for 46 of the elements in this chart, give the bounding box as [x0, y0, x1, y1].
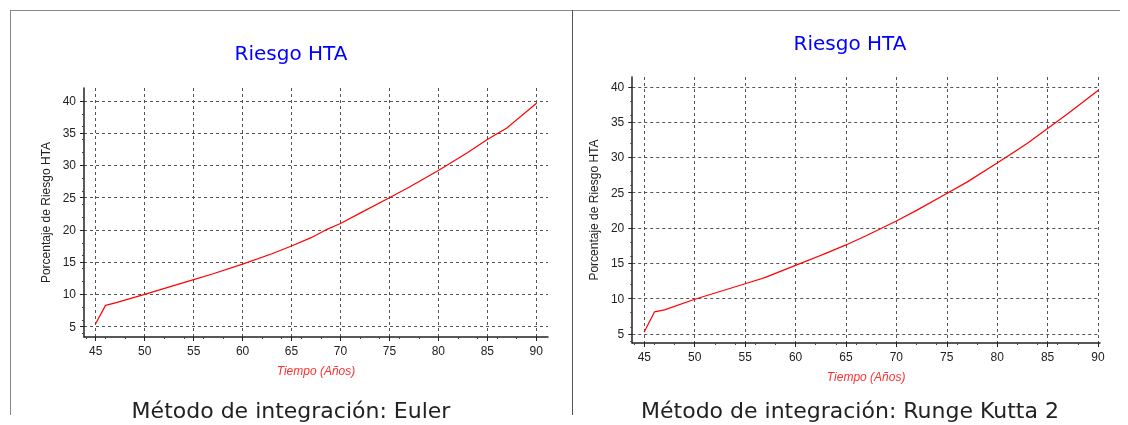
- y-axis-title: Porcentaje de Riesgo HTA: [587, 139, 601, 281]
- x-tick-label: 85: [480, 344, 495, 358]
- x-tick-label: 55: [738, 350, 753, 364]
- x-tick-label: 90: [529, 344, 544, 358]
- chart-title: Riesgo HTA: [793, 31, 907, 55]
- y-tick-label: 15: [62, 255, 77, 270]
- x-tick-label: 90: [1091, 350, 1105, 364]
- line-series: [643, 89, 1099, 333]
- y-tick-label: 40: [62, 93, 77, 108]
- y-tick-label: 35: [610, 115, 625, 130]
- y-tick-label: 5: [69, 319, 77, 334]
- x-tick-label: 85: [1040, 350, 1055, 364]
- x-tick-label: 55: [186, 344, 201, 358]
- y-tick-label: 35: [62, 126, 77, 141]
- x-tick-label: 70: [333, 344, 348, 358]
- chart-title: Riesgo HTA: [234, 41, 348, 65]
- y-tick-label: 25: [62, 190, 77, 205]
- x-tick-label: 45: [89, 344, 103, 358]
- y-tick-label: 40: [610, 79, 625, 94]
- x-tick-label: 70: [889, 350, 904, 364]
- text: Método de integración: Runge Kutta 2: [641, 397, 1059, 423]
- x-tick-label: 80: [990, 350, 1005, 364]
- y-tick-label: 30: [62, 158, 77, 173]
- x-tick-label: 60: [788, 350, 803, 364]
- x-tick-label: 65: [839, 350, 853, 364]
- y-tick-label: 20: [610, 220, 625, 235]
- x-axis-title: Tiempo (Años): [276, 364, 356, 378]
- x-tick-label: 80: [431, 344, 446, 358]
- x-tick-label: 75: [382, 344, 397, 358]
- x-tick-label: 50: [138, 344, 152, 358]
- x-tick-label: 75: [940, 350, 954, 364]
- y-tick-label: 5: [617, 326, 625, 341]
- text: Método de integración: Euler: [131, 397, 452, 423]
- y-tick-label: 10: [62, 287, 77, 302]
- y-tick-label: 30: [610, 150, 625, 165]
- y-axis-title: Porcentaje de Riesgo HTA: [38, 141, 53, 284]
- y-tick-label: 10: [610, 291, 625, 306]
- x-tick-label: 60: [235, 344, 250, 358]
- x-tick-label: 45: [637, 350, 652, 364]
- x-axis-title: Tiempo (Años): [826, 370, 906, 384]
- y-tick-label: 15: [610, 256, 625, 271]
- line-series: [95, 102, 537, 325]
- y-tick-label: 25: [610, 185, 625, 200]
- y-tick-label: 20: [62, 222, 77, 237]
- x-tick-label: 65: [284, 344, 299, 358]
- x-tick-label: 50: [688, 350, 702, 364]
